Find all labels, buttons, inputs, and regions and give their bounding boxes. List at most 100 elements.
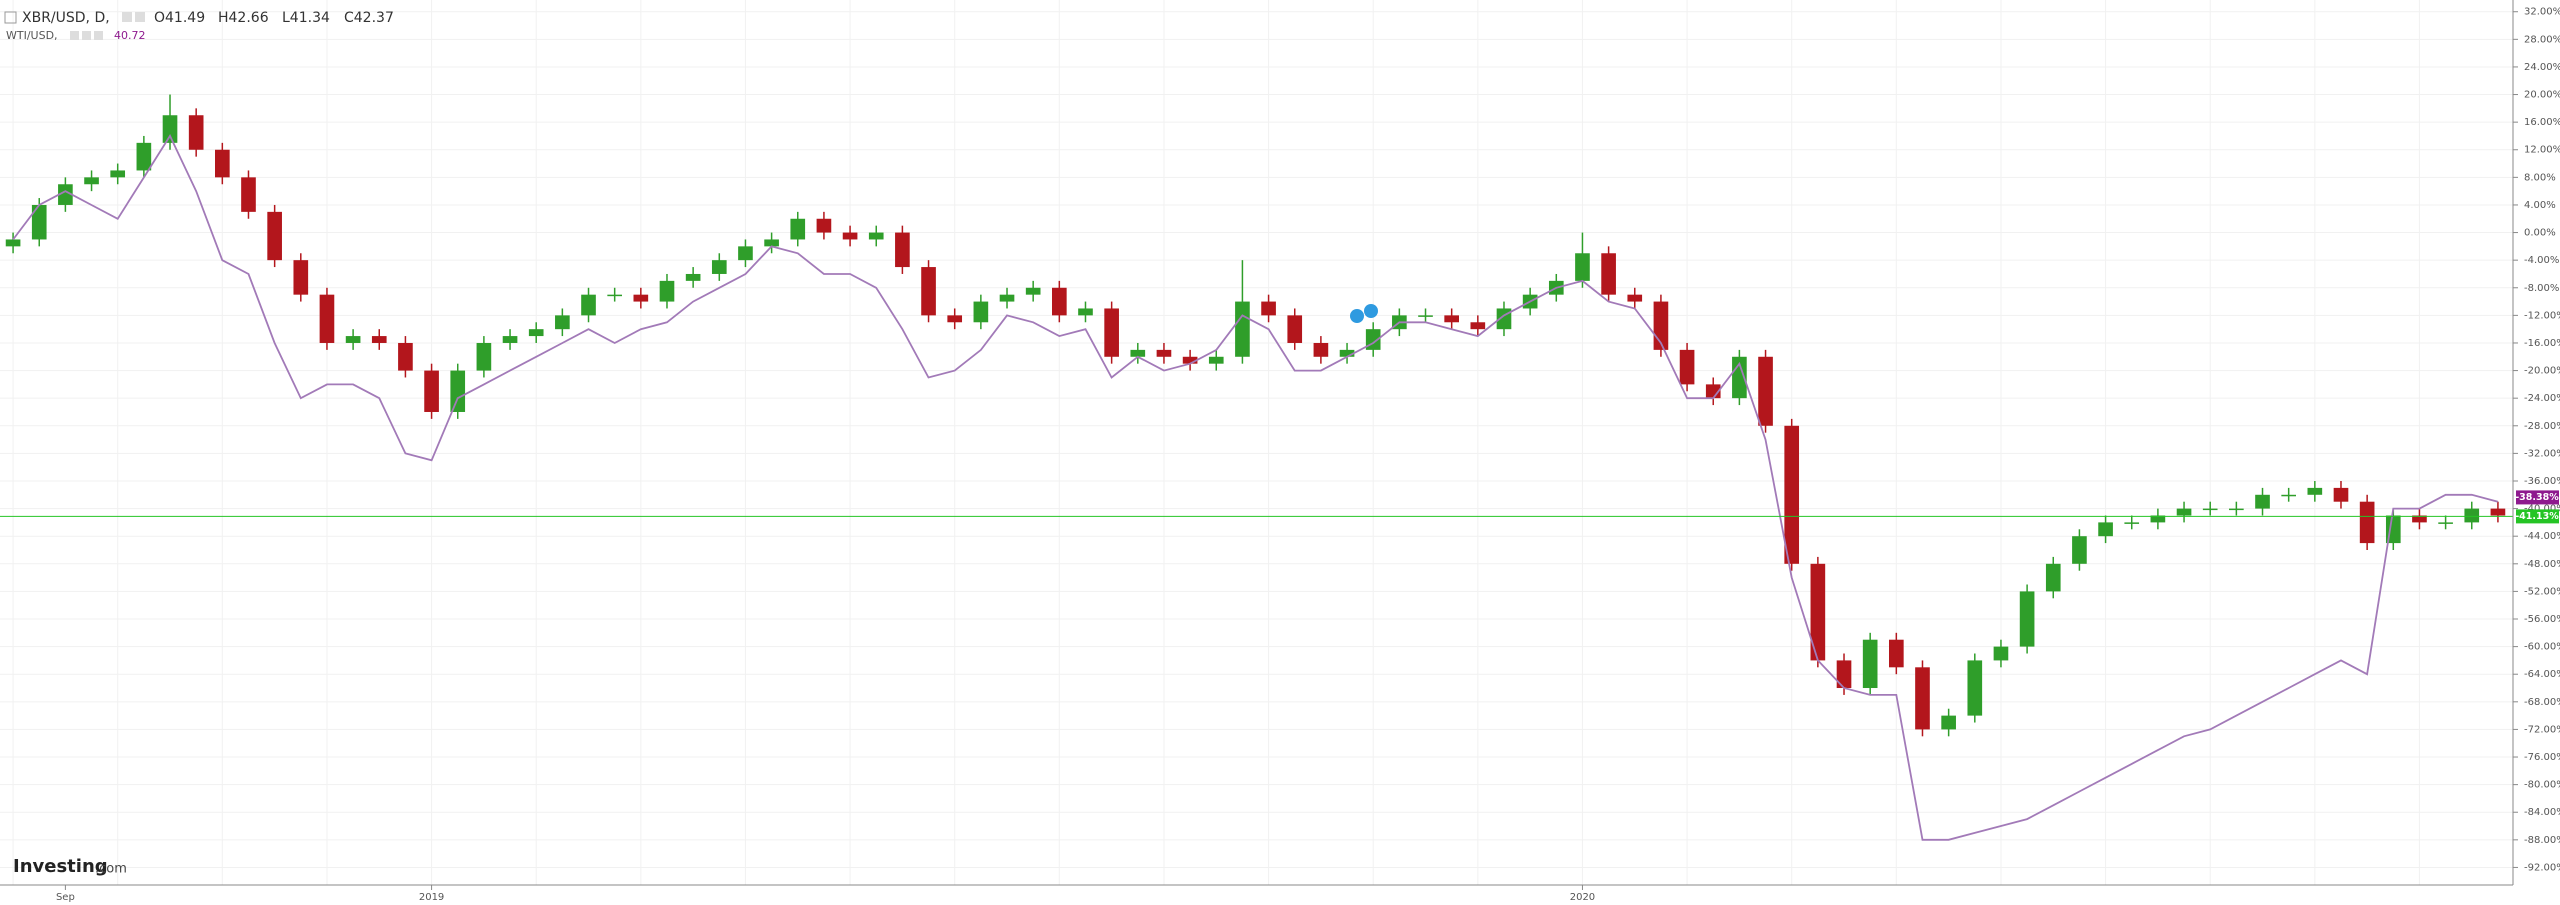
candle-body <box>2438 522 2453 524</box>
candle-body <box>2098 522 2113 537</box>
settings-icon[interactable] <box>122 12 132 22</box>
candle-body <box>1889 639 1904 668</box>
axes: 32.00% 28.00% 24.00% 20.00% 16.00% 12.00% 8.00… <box>56 7 2560 903</box>
candle-body <box>1208 356 1224 364</box>
candle-body <box>1235 301 1250 357</box>
y-tick-label: 24.00% <box>2524 62 2560 73</box>
candle-body <box>1078 308 1093 316</box>
candle-body <box>1182 356 1198 364</box>
x-tick-label: 2019 <box>419 892 444 903</box>
candle-body <box>2359 501 2375 544</box>
remove-icon[interactable] <box>94 31 103 40</box>
candle-body <box>345 336 361 343</box>
candle-body <box>1993 646 2009 661</box>
candle-body <box>999 294 1015 302</box>
candle-body <box>1339 349 1355 357</box>
y-tick-label: -52.00% <box>2524 586 2560 597</box>
logo-suffix: .com <box>95 862 127 877</box>
y-tick-label: 16.00% <box>2524 117 2560 128</box>
event-icon[interactable] <box>1350 309 1364 323</box>
candle-body <box>1915 667 1930 730</box>
header: XBR/USD, D, O41.49 H42.66 L41.34 C42.37 … <box>4 10 394 42</box>
y-tick-label: -20.00% <box>2524 366 2560 377</box>
candle-body <box>84 177 99 185</box>
y-tick-label: -56.00% <box>2524 614 2560 625</box>
y-tick-label: -64.00% <box>2524 669 2560 680</box>
y-tick-label: 4.00% <box>2524 200 2556 211</box>
x-tick-label: Sep <box>56 892 75 903</box>
y-tick-label: 20.00% <box>2524 90 2560 101</box>
candle-body <box>1313 342 1329 357</box>
candle-body <box>1967 660 1983 716</box>
close-label: C42.37 <box>344 10 394 26</box>
candle-body <box>1261 301 1276 316</box>
candle-body <box>1836 660 1852 689</box>
y-tick-label: -24.00% <box>2524 393 2560 404</box>
candle-body <box>816 218 832 233</box>
candle-body <box>2464 508 2480 523</box>
candle-body <box>607 294 622 297</box>
y-tick-label: -44.00% <box>2524 531 2560 542</box>
candle-body <box>2045 563 2061 592</box>
compare-last: 40.72 <box>114 29 146 42</box>
hide-icon[interactable] <box>135 12 145 22</box>
candle-body <box>2072 536 2087 564</box>
candle-body <box>947 315 963 323</box>
candle-body <box>188 115 204 150</box>
candle-body <box>2229 508 2244 511</box>
candle-body <box>1627 294 1643 302</box>
plot-area <box>0 94 2513 841</box>
candle-body <box>1575 253 1590 281</box>
candle-body <box>1810 563 1826 661</box>
candle-body <box>1679 349 1695 385</box>
candle-body <box>711 260 727 274</box>
candle-body <box>2150 515 2166 523</box>
candle-body <box>1130 349 1146 357</box>
settings-icon[interactable] <box>70 31 79 40</box>
collapse-icon[interactable] <box>4 11 17 24</box>
y-tick-label: -36.00% <box>2524 476 2560 487</box>
y-tick-label: 8.00% <box>2524 172 2556 183</box>
candle-body <box>790 218 806 240</box>
open-label: O41.49 <box>154 10 205 26</box>
candle-body <box>476 342 492 371</box>
candle-body <box>1601 253 1616 295</box>
candle-body <box>2124 522 2140 524</box>
candle-body <box>398 342 413 371</box>
candle-body <box>685 273 701 281</box>
candle-body <box>110 170 126 178</box>
compare-title: WTI/USD, <box>6 29 58 42</box>
candle-body <box>2333 487 2349 502</box>
candle-body <box>2255 494 2270 509</box>
y-tick-label: -12.00% <box>2524 310 2560 321</box>
y-tick-label: -72.00% <box>2524 724 2560 735</box>
candle-body <box>2412 515 2427 523</box>
candle-body <box>241 177 256 212</box>
event-icon[interactable] <box>1364 304 1378 318</box>
candle-body <box>293 260 309 295</box>
candle-body <box>2176 508 2192 516</box>
y-tick-label: -76.00% <box>2524 752 2560 763</box>
candle-body <box>162 115 178 143</box>
candle-body <box>633 294 649 302</box>
price-badge-label: -41.13% <box>2515 511 2559 522</box>
hide-icon[interactable] <box>82 31 91 40</box>
y-tick-label: -4.00% <box>2524 255 2559 266</box>
candle-body <box>1470 322 1486 330</box>
logo-brand: Investing <box>13 856 108 877</box>
y-tick-label: -8.00% <box>2524 283 2559 294</box>
candle-body <box>895 232 910 268</box>
candle-body <box>450 370 466 412</box>
high-label: H42.66 <box>218 10 269 26</box>
candle-body <box>136 142 152 171</box>
candle-body <box>502 336 518 343</box>
candle-body <box>2281 494 2296 497</box>
candle-body <box>371 336 387 343</box>
candle-body <box>319 294 335 343</box>
y-tick-label: -40.00% <box>2524 504 2560 515</box>
candle-body <box>842 232 858 240</box>
series-title: XBR/USD, D, <box>22 10 110 26</box>
logo: Investing .com <box>13 856 127 877</box>
candle-body <box>2202 508 2218 511</box>
